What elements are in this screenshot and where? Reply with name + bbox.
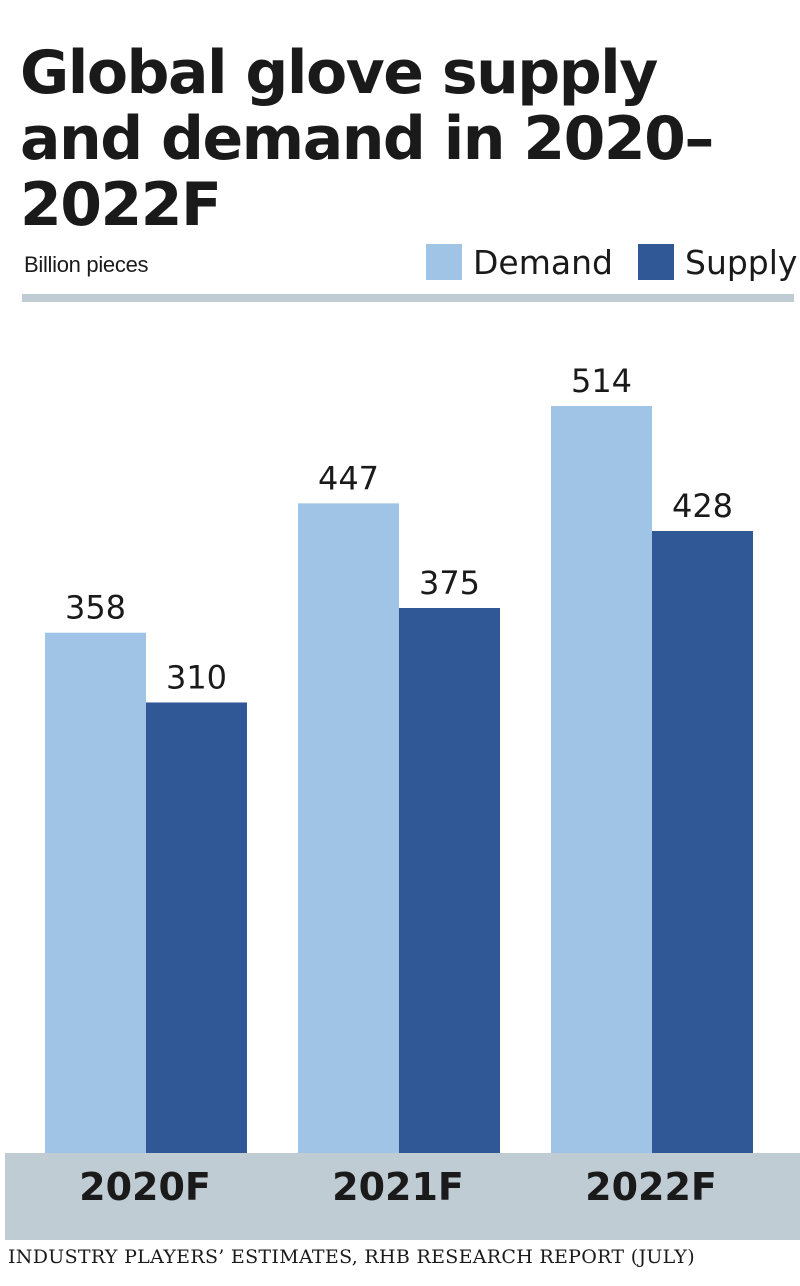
legend-label-supply: Supply <box>685 242 798 282</box>
data-label-supply-2022f: 428 <box>672 487 733 525</box>
bar-demand-2021f <box>298 503 399 1153</box>
legend-item-supply: Supply <box>638 242 798 282</box>
source-note: INDUSTRY PLAYERS’ ESTIMATES, RHB RESEARC… <box>8 1246 695 1268</box>
bar-supply-2020f <box>146 702 247 1153</box>
x-tick-label-2020f: 2020F <box>79 1165 211 1209</box>
data-label-supply-2021f: 375 <box>419 564 480 602</box>
bar-supply-2021f <box>399 608 500 1153</box>
data-label-demand-2021f: 447 <box>318 459 379 497</box>
legend-swatch-demand <box>426 244 462 280</box>
unit-label: Billion pieces <box>24 252 149 277</box>
header-rule <box>22 294 794 302</box>
x-tick-label-2021f: 2021F <box>332 1165 464 1209</box>
data-label-supply-2020f: 310 <box>166 658 227 696</box>
data-label-demand-2020f: 358 <box>65 589 126 627</box>
bar-demand-2020f <box>45 632 146 1153</box>
x-axis-band <box>5 1153 800 1240</box>
legend-label-demand: Demand <box>473 242 613 282</box>
legend-swatch-supply <box>638 244 674 280</box>
chart-title: Global glove supply and demand in 2020–2… <box>20 38 714 240</box>
x-tick-label-2022f: 2022F <box>585 1165 717 1209</box>
bar-supply-2022f <box>652 530 753 1153</box>
bar-demand-2022f <box>551 406 652 1153</box>
data-label-demand-2022f: 514 <box>571 362 632 400</box>
legend-item-demand: Demand <box>426 242 613 282</box>
